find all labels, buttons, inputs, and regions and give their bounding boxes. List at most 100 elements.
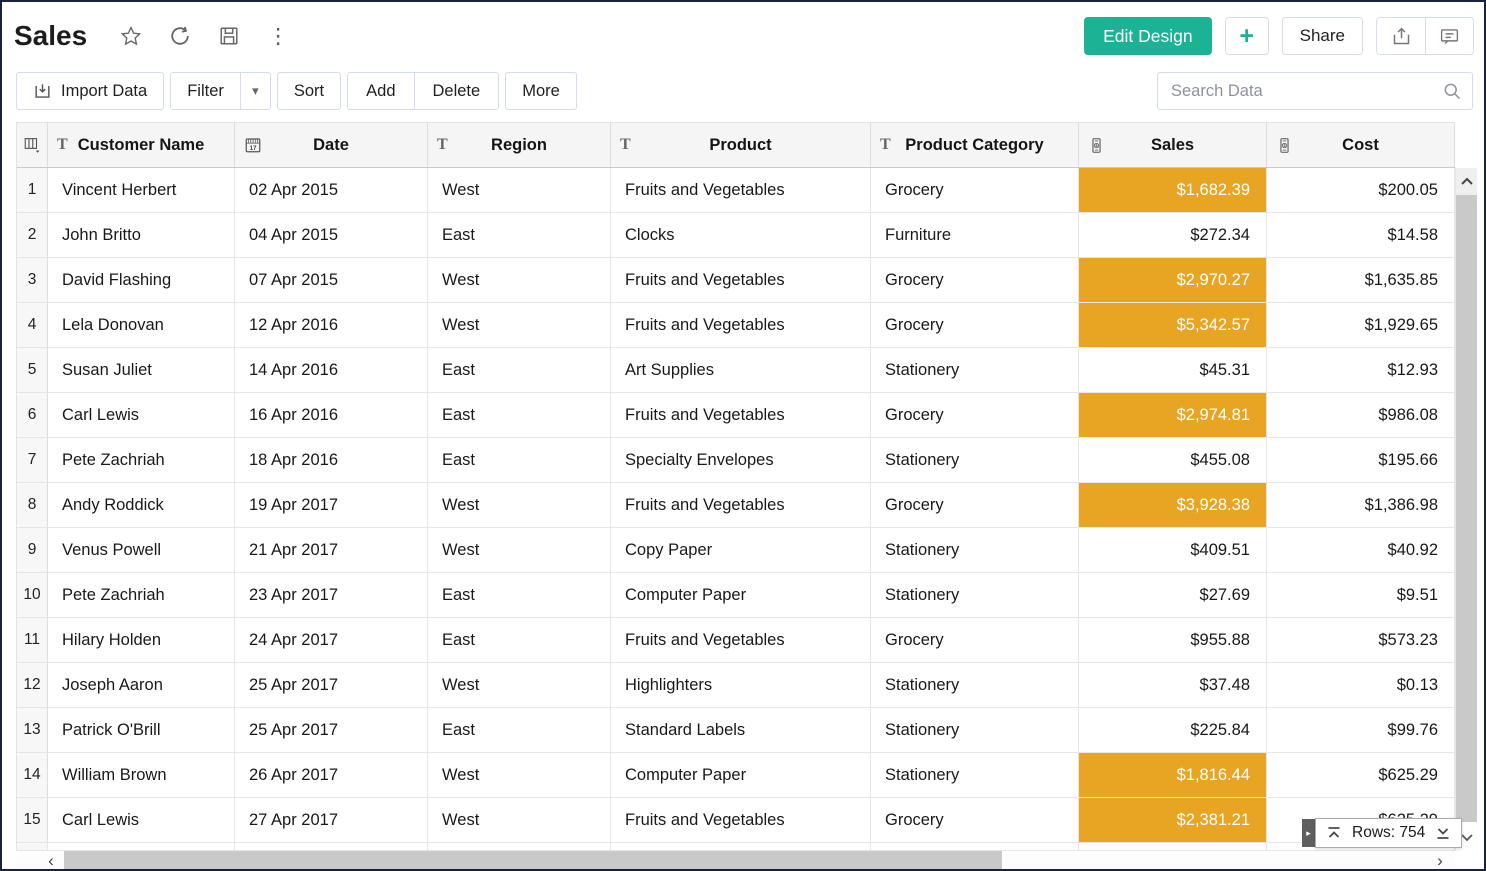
cell-cost[interactable]: $1,635.85: [1267, 258, 1455, 302]
cell-date[interactable]: 04 Apr 2015: [235, 213, 428, 257]
column-header-category[interactable]: T Product Category: [871, 123, 1079, 167]
cell-customer[interactable]: Hilary Holden: [48, 618, 235, 662]
cell-region[interactable]: West: [428, 168, 611, 212]
scroll-up-button[interactable]: [1456, 168, 1477, 195]
cell-date[interactable]: 25 Apr 2017: [235, 708, 428, 752]
cell-date[interactable]: 27 Apr 2017: [235, 798, 428, 842]
cell-category[interactable]: Grocery: [871, 303, 1079, 347]
cell-customer[interactable]: Pete Zachriah: [48, 438, 235, 482]
cell-category[interactable]: Grocery: [871, 798, 1079, 842]
cell-product[interactable]: Copy Paper: [611, 528, 871, 572]
cell-region[interactable]: East: [428, 618, 611, 662]
cell-product[interactable]: Fruits and Vegetables: [611, 168, 871, 212]
row-number[interactable]: 6: [17, 393, 48, 437]
cell-category[interactable]: Grocery: [871, 483, 1079, 527]
cell-region[interactable]: East: [428, 438, 611, 482]
cell-sales[interactable]: $2,381.21: [1079, 798, 1267, 842]
vertical-scrollbar[interactable]: [1455, 168, 1477, 850]
cell-region[interactable]: East: [428, 393, 611, 437]
row-number[interactable]: 2: [17, 213, 48, 257]
cell-cost[interactable]: $625.29: [1267, 753, 1455, 797]
cell-category[interactable]: Grocery: [871, 168, 1079, 212]
cell-cost[interactable]: $1,386.98: [1267, 483, 1455, 527]
row-number[interactable]: 5: [17, 348, 48, 392]
cell-date[interactable]: 12 Apr 2016: [235, 303, 428, 347]
cell-sales[interactable]: $5,342.57: [1079, 303, 1267, 347]
cell-product[interactable]: Standard Labels: [611, 708, 871, 752]
row-number[interactable]: 12: [17, 663, 48, 707]
cell-customer[interactable]: Venus Powell: [48, 528, 235, 572]
save-icon[interactable]: [217, 24, 241, 48]
cell-date[interactable]: 25 Apr 2017: [235, 663, 428, 707]
cell-cost[interactable]: $40.92: [1267, 528, 1455, 572]
row-number[interactable]: 3: [17, 258, 48, 302]
filter-dropdown-caret[interactable]: ▾: [239, 73, 270, 109]
filter-button[interactable]: Filter: [171, 73, 240, 109]
row-number[interactable]: 9: [17, 528, 48, 572]
cell-sales[interactable]: $455.08: [1079, 438, 1267, 482]
cell-region[interactable]: West: [428, 663, 611, 707]
add-new-button[interactable]: +: [1224, 17, 1269, 55]
cell-customer[interactable]: Susan Juliet: [48, 348, 235, 392]
cell-sales[interactable]: $2,974.81: [1079, 393, 1267, 437]
more-button[interactable]: More: [505, 72, 577, 110]
cell-category[interactable]: Grocery: [871, 393, 1079, 437]
cell-region[interactable]: West: [428, 798, 611, 842]
select-all-corner-button[interactable]: [17, 123, 48, 167]
cell-cost[interactable]: $200.05: [1267, 168, 1455, 212]
share-button[interactable]: Share: [1281, 17, 1363, 55]
column-header-date[interactable]: 17 Date: [235, 123, 428, 167]
cell-date[interactable]: 26 Apr 2017: [235, 753, 428, 797]
cell-category[interactable]: Stationery: [871, 528, 1079, 572]
cell-sales[interactable]: $1,816.44: [1079, 753, 1267, 797]
column-header-cost[interactable]: $ Cost: [1267, 123, 1455, 167]
cell-cost[interactable]: $1,929.65: [1267, 303, 1455, 347]
row-number[interactable]: 11: [17, 618, 48, 662]
cell-customer[interactable]: John Britto: [48, 213, 235, 257]
cell-cost[interactable]: $12.93: [1267, 348, 1455, 392]
cell-product[interactable]: Specialty Envelopes: [611, 438, 871, 482]
cell-customer[interactable]: Vincent Herbert: [48, 168, 235, 212]
cell-region[interactable]: West: [428, 483, 611, 527]
cell-sales[interactable]: $272.34: [1079, 213, 1267, 257]
go-to-first-row-button[interactable]: [1326, 826, 1342, 840]
column-header-region[interactable]: T Region: [428, 123, 611, 167]
cell-product[interactable]: Fruits and Vegetables: [611, 258, 871, 302]
cell-region[interactable]: West: [428, 258, 611, 302]
cell-date[interactable]: 21 Apr 2017: [235, 528, 428, 572]
cell-sales[interactable]: $3,928.38: [1079, 483, 1267, 527]
vertical-scrollbar-thumb[interactable]: [1456, 195, 1477, 822]
column-header-product[interactable]: T Product: [611, 123, 871, 167]
cell-cost[interactable]: $986.08: [1267, 393, 1455, 437]
cell-category[interactable]: Stationery: [871, 348, 1079, 392]
cell-date[interactable]: 24 Apr 2017: [235, 618, 428, 662]
sort-button[interactable]: Sort: [276, 72, 342, 110]
cell-region[interactable]: East: [428, 213, 611, 257]
cell-cost[interactable]: $195.66: [1267, 438, 1455, 482]
collapse-widget-tab[interactable]: ▸: [1302, 819, 1315, 847]
cell-region[interactable]: West: [428, 753, 611, 797]
add-button[interactable]: Add: [348, 73, 414, 109]
cell-sales[interactable]: $955.88: [1079, 618, 1267, 662]
cell-customer[interactable]: Lela Donovan: [48, 303, 235, 347]
cell-date[interactable]: 16 Apr 2016: [235, 393, 428, 437]
cell-cost[interactable]: $99.76: [1267, 708, 1455, 752]
cell-sales[interactable]: $1,682.39: [1079, 168, 1267, 212]
cell-region[interactable]: East: [428, 573, 611, 617]
cell-region[interactable]: West: [428, 528, 611, 572]
go-to-last-row-button[interactable]: [1435, 826, 1451, 840]
cell-cost[interactable]: $573.23: [1267, 618, 1455, 662]
cell-date[interactable]: 07 Apr 2015: [235, 258, 428, 302]
cell-customer[interactable]: David Flashing: [48, 258, 235, 302]
cell-customer[interactable]: Andy Roddick: [48, 483, 235, 527]
cell-region[interactable]: West: [428, 303, 611, 347]
cell-customer[interactable]: Pete Zachriah: [48, 573, 235, 617]
cell-cost[interactable]: $9.51: [1267, 573, 1455, 617]
cell-cost[interactable]: $0.13: [1267, 663, 1455, 707]
cell-product[interactable]: Fruits and Vegetables: [611, 393, 871, 437]
delete-button[interactable]: Delete: [413, 73, 499, 109]
cell-product[interactable]: Fruits and Vegetables: [611, 483, 871, 527]
cell-product[interactable]: Fruits and Vegetables: [611, 303, 871, 347]
cell-region[interactable]: East: [428, 708, 611, 752]
cell-cost[interactable]: $14.58: [1267, 213, 1455, 257]
